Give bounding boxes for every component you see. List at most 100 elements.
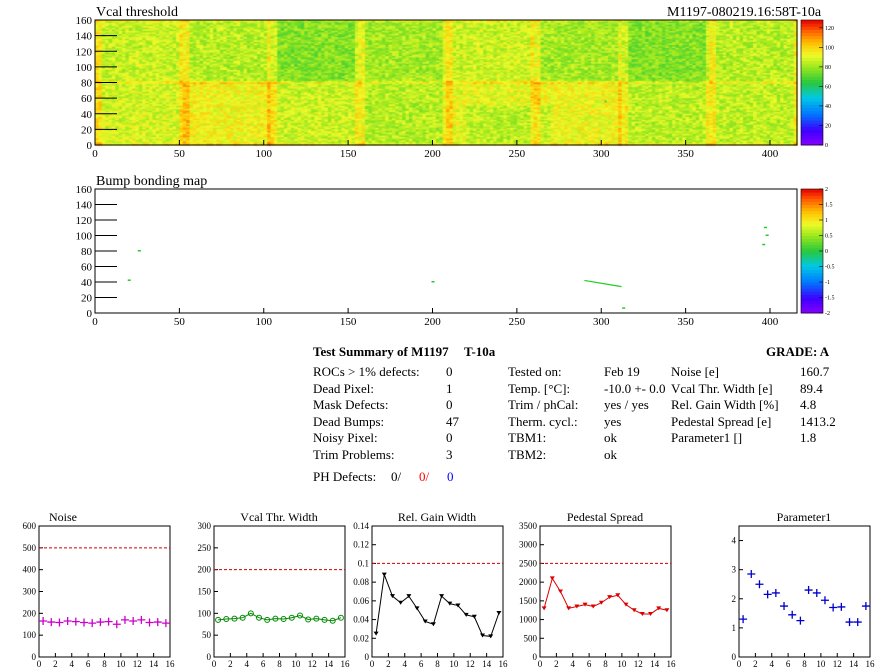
bump-y-tick-label: 100 (76, 231, 93, 243)
roc-y-tick-label: 0.1 (358, 558, 369, 568)
roc-data-point (623, 602, 629, 607)
bump-palette-cell (801, 257, 823, 261)
bump-defect-dot (762, 243, 766, 246)
roc-y-tick-label: 0.02 (353, 633, 369, 643)
roc-y-tick-label: 0.08 (353, 577, 369, 587)
roc-plot-4: Pedestal Spread 0 2 4 6 8 10 12 14 16 0 500 1000 1500… (519, 510, 676, 669)
bump-y-tick-label: 60 (81, 262, 93, 274)
roc-data-point (161, 619, 170, 628)
roc-data-point (796, 616, 805, 625)
roc-data-point (853, 618, 862, 627)
summary-mid-row-label: Therm. cycl.: (508, 413, 578, 429)
bump-y-tick-label: 20 (81, 293, 93, 305)
summary-left-row-value: 3 (446, 446, 453, 462)
roc-data-point (656, 606, 662, 611)
roc-data-point (104, 617, 113, 626)
roc-plot-frame (371, 525, 504, 658)
bump-palette-cell (801, 207, 823, 212)
roc-y-tick-label: 0 (533, 652, 538, 662)
bump-palette-cell (801, 241, 823, 246)
roc-x-tick-label: 6 (786, 659, 791, 669)
bump-palette-cell (801, 189, 823, 193)
roc-data-point (129, 616, 138, 625)
roc-x-tick-label: 10 (617, 659, 627, 669)
roc-data-point (788, 610, 797, 619)
bump-frame (94, 188, 798, 314)
bump-x-tick-label: 100 (256, 316, 273, 328)
roc-x-tick-label: 12 (833, 659, 842, 669)
bump-palette-cell (801, 297, 823, 302)
vcal-palette-label: 80 (825, 65, 831, 71)
roc-data-point (272, 615, 279, 622)
roc-y-tick-label: 0.14 (353, 521, 369, 531)
summary-mid-row-value: ok (604, 430, 617, 445)
vcal-palette-cell (801, 51, 823, 55)
roc-x-tick-label: 10 (291, 659, 301, 669)
grade-label: GRADE: A (766, 344, 830, 359)
roc-x-tick-label: 16 (166, 659, 176, 669)
roc-x-tick-label: 0 (370, 659, 375, 669)
roc-y-tick-label: 500 (524, 633, 538, 643)
roc-data-point (574, 604, 580, 609)
bump-palette-cell (801, 220, 823, 224)
vcal-frame (94, 19, 798, 146)
roc-x-tick-label: 8 (102, 659, 107, 669)
roc-y-tick-label: 500 (23, 543, 37, 553)
summary-mid-row-label: Trim / phCal: (508, 397, 579, 412)
roc-y-tick-label: 4 (732, 536, 737, 546)
vcal-palette-cell (801, 23, 823, 27)
roc-y-tick-label: 0 (732, 652, 737, 662)
module-run-id: M1197-080219.16:58T-10a (667, 5, 822, 20)
roc-data-point (541, 606, 547, 611)
bump-x-tick-label: 150 (340, 316, 357, 328)
vcal-y-tick-label: 60 (81, 93, 93, 105)
vcal-palette-cell (801, 41, 823, 46)
roc-x-tick-label: 2 (228, 659, 233, 669)
roc-y-tick-label: 50 (202, 630, 212, 640)
bump-palette-cell (801, 226, 823, 230)
roc-data-point (71, 617, 80, 626)
roc-data-point (39, 616, 48, 625)
vcal-palette-cell (801, 88, 823, 93)
roc-x-tick-label: 12 (634, 659, 643, 669)
bump-palette-label: 1.5 (825, 203, 833, 209)
bump-palette-cell (801, 285, 823, 289)
roc-data-point (153, 618, 162, 627)
roc-data-point (329, 617, 336, 624)
roc-y-tick-label: 1500 (519, 596, 538, 606)
roc-y-tick-label: 1 (732, 623, 737, 633)
bump-x-tick-label: 350 (677, 316, 694, 328)
roc-data-point (747, 570, 756, 579)
roc-y-tick-label: 200 (23, 608, 37, 618)
vcal-x-tick-label: 400 (762, 148, 779, 160)
roc-data-point (648, 611, 654, 616)
roc-data-point (145, 618, 154, 627)
summary-left-row-label: Noisy Pixel: (313, 430, 378, 445)
bump-palette-label: -1.5 (825, 296, 835, 302)
vcal-palette-cell (801, 104, 823, 108)
roc-plot-frame (738, 525, 871, 658)
bump-palette-cell (801, 244, 823, 249)
roc-data-point (829, 603, 838, 612)
summary-right-row-label: Rel. Gain Width [%] (671, 397, 779, 412)
roc-data-point (496, 611, 502, 616)
vcal-palette-label: 60 (825, 84, 831, 90)
bump-palette-cell (801, 251, 823, 255)
roc-x-tick-label: 14 (482, 659, 492, 669)
bump-palette-label: 0.5 (825, 234, 833, 240)
summary-mid-row-value: yes (604, 413, 622, 429)
roc-data-point (615, 593, 621, 598)
vcal-threshold-title: Vcal threshold (96, 5, 179, 20)
summary-mid-row-value: -10.0 +- 0.0 (604, 380, 666, 396)
bump-palette-cell (801, 192, 823, 196)
roc-data-point (590, 604, 596, 609)
vcal-palette-cell (801, 101, 823, 105)
bump-axes: 0 50 100 150 200 250 300 350 4000204060801001201… (76, 184, 835, 328)
vcal-x-tick-label: 200 (424, 148, 441, 160)
roc-y-tick-label: 1000 (519, 615, 538, 625)
bump-y-tick-label: 0 (87, 308, 93, 320)
vcal-y-tick-label: 40 (81, 109, 93, 121)
vcal-palette-cell (801, 45, 823, 49)
summary-mid-row-value: yes / yes (604, 397, 649, 412)
